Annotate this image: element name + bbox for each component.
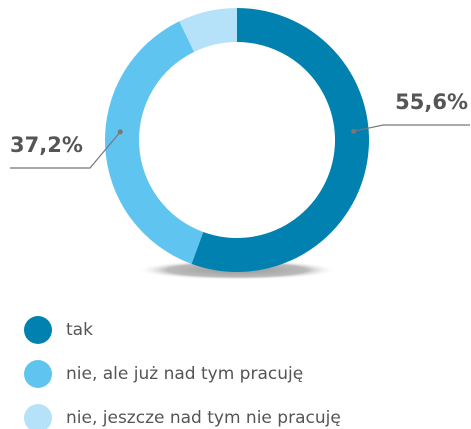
legend-swatch: [24, 404, 52, 429]
legend-label: tak: [66, 320, 93, 340]
value-label: 37,2%: [10, 133, 83, 157]
value-label: 55,6%: [395, 90, 468, 114]
leader-dot: [351, 128, 357, 134]
legend-label: nie, ale już nad tym pracuję: [66, 364, 303, 384]
leader-line: [353, 124, 470, 132]
legend-swatch: [24, 316, 52, 344]
leader-line: [10, 131, 121, 169]
legend-swatch: [24, 360, 52, 388]
donut-segment: [179, 8, 237, 52]
legend-label: nie, jeszcze nad tym nie pracuję: [66, 408, 341, 428]
donut-segment: [104, 21, 204, 264]
leader-dot: [117, 129, 123, 135]
donut-segment: [191, 8, 369, 272]
